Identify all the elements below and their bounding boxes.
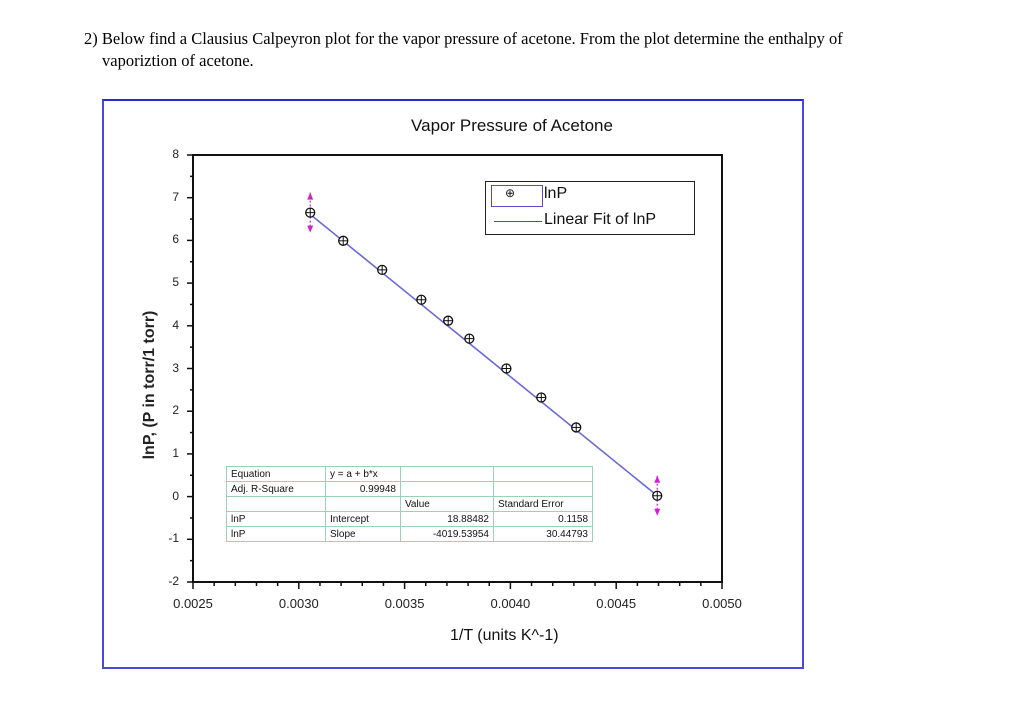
equation-label: Equation [226, 466, 326, 482]
y-tick-label: -2 [168, 574, 179, 588]
equation-value: y = a + b*x [325, 466, 401, 482]
y-tick-label: 6 [172, 232, 179, 247]
table-row: Adj. R-Square 0.99948 [226, 481, 593, 497]
data-point [305, 192, 316, 233]
y-tick-label: 7 [172, 189, 179, 204]
crosshair-marker-icon: ⊕ [505, 186, 516, 200]
fit-line [309, 213, 658, 497]
legend-marker-box [491, 185, 543, 207]
y-tick-label: 8 [172, 147, 179, 161]
y-tick-label: 4 [172, 317, 179, 332]
arrow-up-icon [307, 192, 314, 200]
data-point [571, 422, 582, 433]
data-point [501, 363, 512, 374]
legend-line-swatch [494, 221, 542, 222]
data-point [652, 475, 663, 516]
data-point [377, 264, 388, 276]
chart-title: Vapor Pressure of Acetone [411, 116, 613, 135]
header-stderr: Standard Error [493, 496, 593, 512]
row-stderr: 30.44793 [493, 526, 593, 542]
y-tick-label: -1 [168, 531, 179, 546]
question-line-2: vaporiztion of acetone. [102, 51, 254, 70]
data-point [443, 315, 454, 326]
data-point [464, 333, 475, 344]
table-row: Value Standard Error [226, 496, 593, 512]
y-tick-label: 3 [172, 360, 179, 375]
x-tick-label: 0.0035 [384, 596, 425, 611]
data-point [536, 392, 547, 403]
row-value: 18.88482 [400, 511, 494, 527]
x-tick-label: 0.0040 [490, 596, 531, 611]
row-series: lnP [226, 526, 326, 542]
row-param: Slope [325, 526, 401, 542]
x-tick-label: 0.0025 [173, 596, 213, 611]
legend: ⊕ lnP Linear Fit of lnP [485, 181, 695, 235]
data-point [338, 235, 349, 246]
legend-series-label: lnP [544, 185, 568, 202]
arrow-down-icon [654, 508, 661, 516]
question-line-1: 2) Below find a Clausius Calpeyron plot … [84, 29, 843, 48]
x-tick-label: 0.0045 [596, 596, 637, 611]
adj-r-square-label: Adj. R-Square [226, 481, 326, 497]
adj-r-square-value: 0.99948 [325, 481, 401, 497]
y-tick-label: 5 [172, 275, 179, 290]
header-value: Value [400, 496, 494, 512]
arrow-up-icon [654, 475, 661, 483]
y-axis-label: lnP, (P in torr/1 torr) [141, 310, 158, 460]
y-tick-label: 2 [172, 403, 179, 418]
axes [187, 154, 723, 589]
row-param: Intercept [325, 511, 401, 527]
y-tick-label: 1 [172, 445, 179, 460]
data-point [416, 294, 427, 305]
x-tick-label: 0.0030 [278, 596, 319, 611]
arrow-down-icon [307, 225, 314, 233]
y-tick-label: 0 [172, 488, 179, 503]
row-stderr: 0.1158 [493, 511, 593, 527]
question-text: 2) Below find a Clausius Calpeyron plot … [84, 28, 1004, 72]
table-row: Equation y = a + b*x [226, 466, 593, 482]
table-row: lnP Intercept 18.88482 0.1158 [226, 511, 593, 527]
x-tick-label: 0.0050 [702, 596, 742, 611]
data-points [305, 192, 663, 516]
fit-results-table: Equation y = a + b*x Adj. R-Square 0.999… [226, 466, 593, 542]
row-series: lnP [226, 511, 326, 527]
table-row: lnP Slope -4019.53954 30.44793 [226, 526, 593, 542]
row-value: -4019.53954 [400, 526, 494, 542]
linear-fit-line [309, 213, 658, 497]
legend-fit-label: Linear Fit of lnP [544, 211, 657, 228]
x-axis-label: 1/T (units K^-1) [450, 627, 559, 644]
